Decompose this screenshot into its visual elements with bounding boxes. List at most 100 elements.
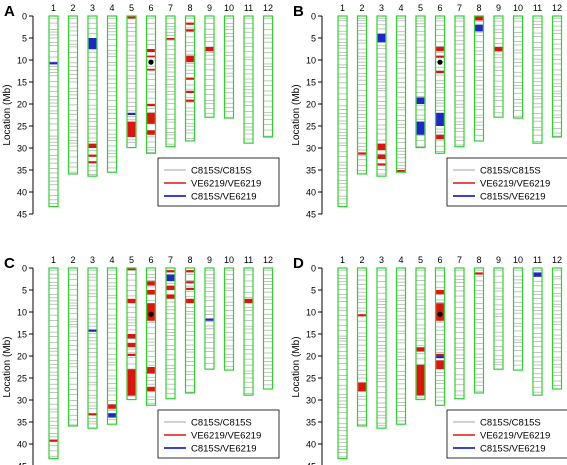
chromosome-7: 7	[165, 255, 176, 400]
chromosome-label: 5	[418, 255, 423, 265]
chromosome-2: 2	[67, 255, 79, 427]
y-tick-label: 10	[306, 56, 316, 66]
panel-label: A	[4, 3, 15, 20]
y-tick-label: 10	[17, 308, 27, 318]
red-band	[186, 298, 194, 304]
red-band	[147, 281, 155, 286]
red-band	[147, 49, 155, 53]
chromosome-4: 4	[106, 255, 118, 425]
y-tick-label: 40	[306, 188, 316, 198]
chromosome-11: 11	[532, 3, 543, 144]
chromosome-outline	[223, 267, 235, 371]
y-tick-label: 5	[311, 286, 316, 296]
chromosome-label: 9	[496, 3, 501, 13]
red-band	[88, 143, 97, 148]
red-band	[475, 272, 483, 275]
chromosome-outline	[356, 15, 368, 175]
red-band	[186, 22, 194, 25]
red-band	[147, 112, 155, 124]
chromosome-2: 2	[356, 255, 368, 427]
chromosome-label: 12	[263, 255, 273, 265]
chromosome-label: 9	[207, 3, 212, 13]
chromosome-outline	[106, 267, 118, 425]
red-band	[166, 294, 175, 299]
chromosome-outline	[551, 267, 563, 390]
chromosome-1: 1	[48, 255, 59, 460]
red-band	[416, 347, 425, 352]
red-band	[147, 68, 155, 71]
chromosome-outline	[376, 267, 387, 429]
chromosome-8: 8	[473, 3, 485, 142]
y-axis-label: Location (Mb)	[291, 84, 302, 145]
y-tick-label: 20	[306, 352, 316, 362]
chromosome-outline	[67, 15, 79, 175]
chromosome-outline	[337, 267, 348, 460]
chromosome-outline	[126, 267, 137, 401]
legend: C815S/C815S VE6219/VE6219 C815S/VE6219	[446, 409, 567, 459]
red-band	[436, 290, 444, 295]
red-band	[88, 161, 97, 164]
chromosome-8: 8	[184, 3, 196, 142]
chromosome-label: 4	[398, 255, 403, 265]
red-band	[127, 268, 136, 271]
red-band	[244, 298, 253, 304]
chromosome-outline	[415, 267, 426, 401]
red-band	[377, 154, 386, 159]
chromosome-3: 3	[376, 3, 387, 177]
y-tick-label: 40	[306, 440, 316, 450]
chromosome-label: 5	[129, 255, 134, 265]
chromosome-5: 5	[126, 255, 137, 401]
chromosome-label: 10	[513, 255, 523, 265]
chromosome-outline	[395, 15, 407, 173]
red-band	[127, 353, 136, 356]
y-tick-label: 45	[306, 462, 316, 465]
red-band	[436, 71, 444, 74]
legend-entry: VE6219/VE6219	[480, 179, 550, 190]
red-band	[186, 99, 194, 102]
red-band	[88, 154, 97, 157]
y-axis-label: Location (Mb)	[2, 336, 13, 397]
y-tick-label: 40	[17, 440, 27, 450]
chromosome-outline	[243, 267, 254, 396]
y-tick-label: 25	[17, 122, 27, 132]
red-band	[166, 38, 175, 40]
chromosome-label: 7	[168, 3, 173, 13]
chromosome-6: 6	[434, 3, 446, 154]
y-axis-label: Location (Mb)	[2, 84, 13, 145]
chromosome-outline	[87, 267, 98, 429]
red-band	[127, 369, 136, 396]
legend-entry: VE6219/VE6219	[480, 431, 550, 442]
chromosome-label: 8	[187, 255, 192, 265]
chromosome-outline	[454, 15, 465, 148]
legend-entry: VE6219/VE6219	[191, 179, 261, 190]
chromosome-label: 8	[476, 3, 481, 13]
chromosome-outline	[243, 15, 254, 144]
chromosome-label: 3	[90, 255, 95, 265]
y-tick-label: 25	[17, 374, 27, 384]
red-band	[358, 314, 366, 317]
chromosome-10: 10	[223, 3, 235, 119]
red-band	[127, 298, 136, 304]
chromosome-3: 3	[87, 255, 98, 429]
y-tick-label: 25	[306, 374, 316, 384]
red-band	[49, 439, 58, 442]
chromosome-10: 10	[223, 255, 235, 371]
chromosome-1: 1	[337, 255, 348, 460]
y-tick-label: 35	[17, 166, 27, 176]
red-band	[377, 143, 386, 151]
chromosome-3: 3	[87, 3, 98, 177]
red-band	[127, 16, 136, 19]
red-band	[147, 104, 155, 107]
y-tick-label: 15	[17, 330, 27, 340]
legend: C815S/C815S VE6219/VE6219 C815S/VE6219	[157, 157, 280, 207]
red-band	[377, 163, 386, 166]
chromosome-outline	[512, 15, 524, 119]
red-band	[416, 364, 425, 396]
chromosome-outline	[493, 267, 504, 370]
chromosome-label: 5	[418, 3, 423, 13]
red-band	[358, 152, 366, 155]
chromosome-label: 4	[109, 3, 114, 13]
y-tick-label: 0	[311, 264, 316, 274]
red-band	[88, 413, 97, 416]
